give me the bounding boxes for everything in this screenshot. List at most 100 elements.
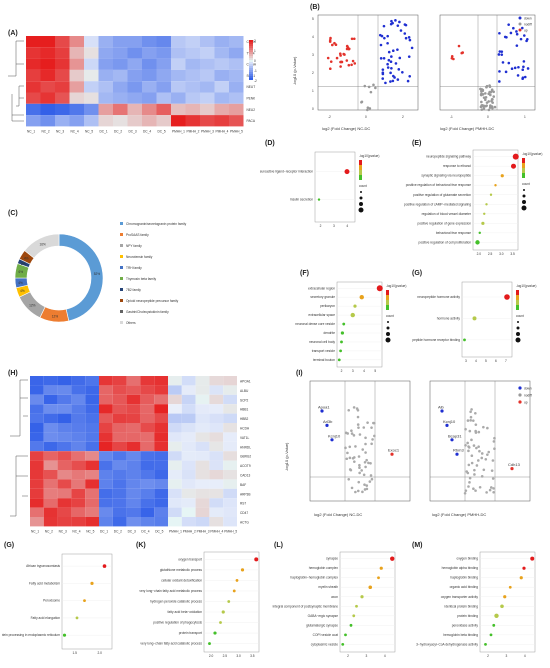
gene-label: VAT1L [240, 436, 249, 440]
data-point [366, 106, 370, 109]
term-label: dendrite [323, 331, 335, 335]
heatmap-cell [98, 36, 113, 48]
heatmap-cell [154, 460, 168, 470]
heatmap-cell [181, 507, 196, 517]
gene-annotation: Arl3b [323, 419, 333, 424]
data-point [450, 55, 454, 58]
heatmap-cell [71, 470, 86, 480]
data-point [356, 415, 360, 419]
data-point [362, 473, 366, 477]
sample-label: PMHH_1 [172, 129, 185, 133]
heatmap-cell [85, 413, 99, 423]
x-tick: 2.0 [98, 651, 103, 655]
dot [484, 642, 487, 646]
heatmap-cell [55, 58, 70, 70]
data-point [474, 411, 477, 415]
x-tick: 2.5 [488, 252, 493, 256]
heatmap-cell [140, 470, 155, 480]
data-point [487, 108, 491, 112]
sample-label: DC_3 [128, 529, 136, 533]
heatmap-cell [55, 81, 70, 93]
panel-label-g2: (G) [4, 542, 15, 549]
dot [339, 349, 342, 353]
data-point [353, 460, 356, 463]
heatmap-cell [69, 81, 84, 93]
colorbar-segment [522, 168, 525, 173]
heatmap-cell [43, 498, 58, 508]
data-point [333, 41, 336, 45]
slice-label: 12% [52, 314, 59, 318]
data-point [498, 70, 501, 73]
colorbar-segment [249, 40, 253, 42]
x-tick: 2 [341, 369, 343, 373]
legend-label: 7B2 family [126, 288, 141, 292]
heatmap-cell [71, 376, 86, 386]
heatmap-cell [30, 488, 44, 499]
x-tick: 1 [524, 115, 526, 119]
heatmap-cell [168, 488, 182, 499]
legend-label: Neurotensin family [126, 255, 153, 259]
heatmap-cell [43, 507, 58, 517]
sample-label: PMHH_5 [224, 529, 237, 533]
data-point [398, 56, 402, 60]
heatmap-cell [99, 488, 113, 499]
heatmap-cell [200, 69, 215, 82]
heatmap-cell [99, 423, 113, 433]
dot [344, 633, 347, 637]
heatmap-cell [126, 479, 141, 489]
gene-label: HNRDL [240, 445, 251, 449]
term-label: positive regulation of behavioral fear r… [406, 183, 471, 187]
data-point [346, 432, 349, 435]
dotplot-l: synapse hemoglobin complex haptoglobin−hem… [273, 551, 396, 658]
data-point [474, 489, 477, 492]
gene-label: NEUT [247, 85, 256, 89]
data-point [328, 67, 332, 71]
heatmap-cell [40, 92, 55, 104]
colorbar-segment [249, 46, 253, 48]
data-point [362, 426, 366, 429]
data-point [509, 31, 513, 35]
size-legend-dot [359, 202, 363, 206]
dot [489, 193, 493, 196]
heatmap-cell [223, 488, 237, 499]
heatmap-cell [126, 423, 141, 433]
heatmap-cell [181, 423, 196, 433]
data-point [483, 92, 487, 95]
heatmap-cell [140, 404, 155, 414]
term-label: oxygen transport [178, 557, 202, 561]
data-point [363, 483, 366, 486]
x-tick: 2 [402, 115, 404, 119]
plot-frame [461, 281, 513, 358]
sample-label: PMHH_2 [187, 129, 200, 133]
y-axis-label: -log10 (p-Value) [284, 442, 289, 471]
dot [377, 576, 380, 580]
heatmap-cell [43, 432, 58, 442]
plot-frame [314, 151, 356, 223]
x-tick: 2 [347, 654, 349, 658]
legend-dot [518, 400, 522, 404]
sample-label: NC_4 [72, 529, 80, 533]
term-label: peroxidase activity [452, 623, 479, 627]
data-point [500, 53, 504, 56]
data-point [498, 31, 501, 35]
dot [75, 616, 79, 620]
data-point [470, 454, 474, 458]
data-point [347, 63, 351, 67]
heatmap-cell [71, 517, 86, 527]
sample-label: DC_3 [129, 129, 137, 133]
data-point [372, 421, 375, 425]
colorbar-segment [249, 42, 253, 44]
dot [235, 579, 239, 582]
legend-swatch [120, 277, 123, 280]
slice-label: 4% [24, 256, 29, 260]
dotplot-f: extracellular region secretory granule per… [295, 281, 406, 373]
heatmap-cell [200, 47, 215, 59]
term-label: neuropeptide hormone activity [417, 295, 460, 299]
heatmap-cell [57, 517, 72, 527]
heatmap-cell [30, 432, 44, 442]
dot [227, 600, 231, 603]
legend-swatch [120, 310, 123, 313]
heatmap-cell [57, 451, 72, 461]
heatmap-cell [26, 47, 41, 59]
heatmap-cell [214, 115, 229, 127]
